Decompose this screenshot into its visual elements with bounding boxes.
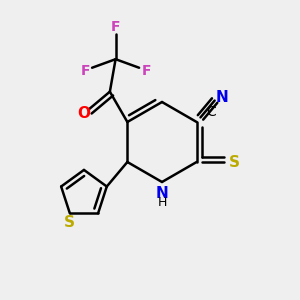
Text: N: N xyxy=(215,90,228,105)
Text: F: F xyxy=(141,64,151,78)
Text: S: S xyxy=(229,154,240,169)
Text: S: S xyxy=(64,215,75,230)
Text: O: O xyxy=(77,106,90,121)
Text: F: F xyxy=(111,20,120,34)
Text: F: F xyxy=(80,64,90,78)
Text: C: C xyxy=(206,105,215,119)
Text: N: N xyxy=(156,185,168,200)
Text: H: H xyxy=(157,196,167,208)
